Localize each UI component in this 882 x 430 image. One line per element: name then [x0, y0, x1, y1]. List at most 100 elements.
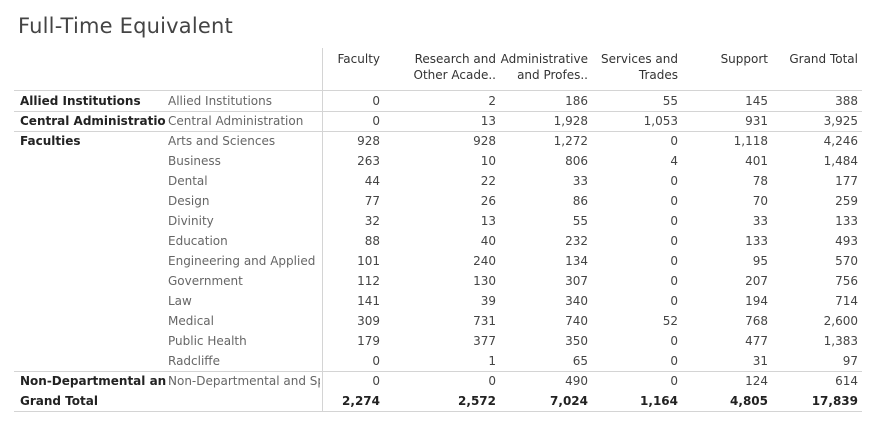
row-unit-label: Education	[168, 234, 228, 248]
table-cell-value: 88	[364, 234, 380, 248]
table-cell-value: 259	[835, 194, 858, 208]
table-cell-value: 0	[372, 354, 380, 368]
table-cell-value: 740	[565, 314, 588, 328]
column-header-line1: Research and	[414, 52, 496, 66]
table-cell-value: 0	[670, 254, 678, 268]
table-cell-value: 240	[473, 254, 496, 268]
table-cell-value: 186	[565, 94, 588, 108]
table-cell-value: 77	[364, 194, 380, 208]
table-cell-value: 33	[752, 214, 768, 228]
row-group-label: Non-Departmental and ..	[20, 374, 166, 388]
row-unit-label: Design	[168, 194, 210, 208]
table-cell-value: 33	[572, 174, 588, 188]
table-cell-value: 133	[745, 234, 768, 248]
table-cell-value: 490	[565, 374, 588, 388]
row-unit-label: Central Administration	[168, 114, 304, 128]
table-cell-value: 101	[357, 254, 380, 268]
table-cell-value: 26	[480, 194, 496, 208]
table-cell-value: 1,383	[823, 334, 858, 348]
table-cell-value: 377	[473, 334, 496, 348]
column-header[interactable]: Administrative and Profes..	[478, 51, 588, 83]
row-unit-label: Arts and Sciences	[168, 134, 276, 148]
table-cell-value: 401	[745, 154, 768, 168]
table-cell-value: 570	[835, 254, 858, 268]
row-group-label: Allied Institutions	[20, 94, 141, 108]
table-cell-value: 756	[835, 274, 858, 288]
table-cell-value: 2,600	[823, 314, 858, 328]
table-cell-value: 4,246	[823, 134, 858, 148]
table-cell-value: 1	[488, 354, 496, 368]
table-cell-value: 65	[572, 354, 588, 368]
table-cell-value: 52	[662, 314, 678, 328]
row-unit-label: Divinity	[168, 214, 214, 228]
table-cell-value: 928	[473, 134, 496, 148]
grand-total-value: 17,839	[811, 394, 858, 408]
column-header-line2: Other Acade..	[413, 68, 496, 82]
table-cell-value: 31	[752, 354, 768, 368]
crosstab-table: Faculty Research and Other Acade.. Administ…	[14, 48, 862, 412]
column-header-line1: Support	[720, 52, 768, 66]
column-header[interactable]: Support	[658, 51, 768, 67]
grand-total-value: 1,164	[640, 394, 678, 408]
table-cell-value: 493	[835, 234, 858, 248]
table-cell-value: 1,118	[733, 134, 768, 148]
table-cell-value: 0	[670, 354, 678, 368]
group-divider	[14, 111, 862, 112]
table-cell-value: 22	[480, 174, 496, 188]
column-header-line1: Services and	[601, 52, 678, 66]
grand-total-value: 7,024	[550, 394, 588, 408]
table-cell-value: 2	[488, 94, 496, 108]
row-unit-label: Business	[168, 154, 221, 168]
row-unit-label: Engineering and Applied	[168, 254, 316, 268]
table-cell-value: 232	[565, 234, 588, 248]
table-cell-value: 97	[842, 354, 858, 368]
table-cell-value: 388	[835, 94, 858, 108]
table-cell-value: 0	[488, 374, 496, 388]
table-cell-value: 55	[662, 94, 678, 108]
table-cell-value: 55	[572, 214, 588, 228]
table-cell-value: 0	[670, 334, 678, 348]
table-cell-value: 4	[670, 154, 678, 168]
column-header[interactable]: Grand Total	[748, 51, 858, 67]
table-cell-value: 40	[480, 234, 496, 248]
row-unit-label: Radcliffe	[168, 354, 220, 368]
table-cell-value: 714	[835, 294, 858, 308]
table-cell-value: 928	[357, 134, 380, 148]
table-bottom-border	[14, 411, 862, 412]
table-cell-value: 13	[480, 114, 496, 128]
table-cell-value: 1,484	[823, 154, 858, 168]
column-header-line2: Trades	[638, 68, 678, 82]
table-cell-value: 731	[473, 314, 496, 328]
row-unit-label: Medical	[168, 314, 214, 328]
column-header-line2: and Profes..	[517, 68, 588, 82]
column-header[interactable]: Faculty	[270, 51, 381, 67]
table-cell-value: 309	[357, 314, 380, 328]
table-cell-value: 614	[835, 374, 858, 388]
table-cell-value: 0	[670, 234, 678, 248]
page-title: Full-Time Equivalent	[18, 14, 233, 38]
table-cell-value: 112	[357, 274, 380, 288]
table-cell-value: 95	[752, 254, 768, 268]
row-group-label: Central Administration	[20, 114, 166, 128]
row-unit-label: Public Health	[168, 334, 247, 348]
table-cell-value: 145	[745, 94, 768, 108]
table-cell-value: 141	[357, 294, 380, 308]
table-cell-value: 350	[565, 334, 588, 348]
column-header[interactable]: Services and Trades	[568, 51, 678, 83]
row-header-divider	[322, 48, 323, 412]
grand-total-value: 2,274	[342, 394, 380, 408]
table-cell-value: 207	[745, 274, 768, 288]
table-cell-value: 130	[473, 274, 496, 288]
group-divider	[14, 131, 862, 132]
table-cell-value: 0	[670, 194, 678, 208]
column-header[interactable]: Research and Other Acade..	[386, 51, 496, 83]
row-unit-label: Non-Departmental and Sp..	[168, 374, 320, 388]
column-header-line1: Faculty	[337, 52, 381, 66]
row-unit-label: Government	[168, 274, 243, 288]
row-unit-label: Dental	[168, 174, 208, 188]
table-cell-value: 340	[565, 294, 588, 308]
table-cell-value: 0	[670, 294, 678, 308]
table-cell-value: 931	[745, 114, 768, 128]
table-cell-value: 39	[480, 294, 496, 308]
grand-total-label: Grand Total	[20, 394, 98, 408]
